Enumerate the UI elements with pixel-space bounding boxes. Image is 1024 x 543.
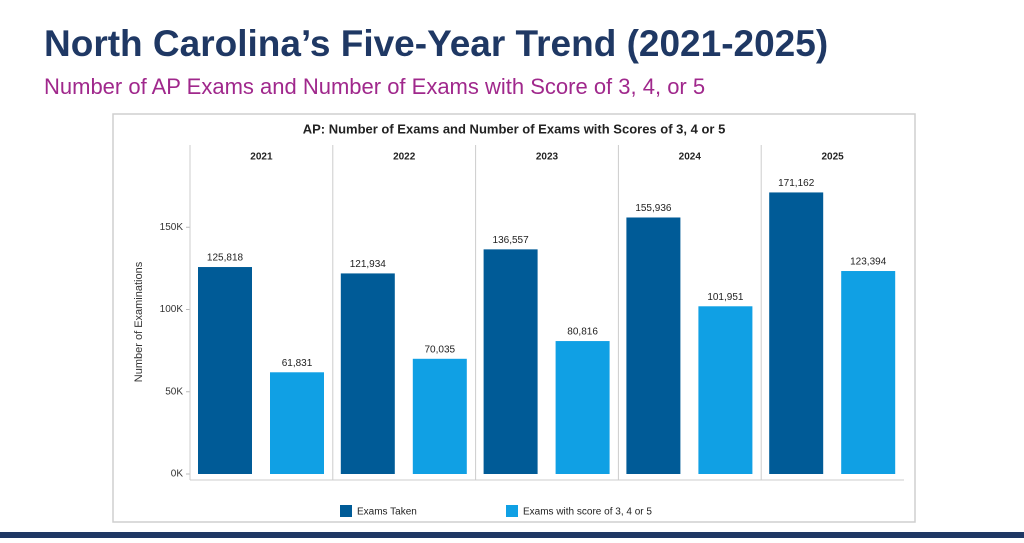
panel-header: 2025 (821, 152, 844, 163)
legend-swatch (340, 505, 352, 517)
panel-header: 2024 (679, 152, 702, 163)
bar (698, 306, 753, 474)
bar (340, 273, 395, 474)
bar (198, 267, 252, 474)
data-label: 123,394 (850, 257, 887, 268)
bar (483, 249, 538, 474)
panel-header: 2022 (393, 152, 416, 163)
data-label: 101,951 (707, 292, 744, 303)
y-axis-label: Number of Examinations (133, 261, 145, 382)
bar (555, 341, 610, 474)
legend-label: Exams Taken (357, 507, 417, 518)
slide-subtitle: Number of AP Exams and Number of Exams w… (44, 74, 705, 99)
panel-header: 2021 (250, 152, 273, 163)
data-label: 70,035 (425, 344, 456, 355)
slide-title: North Carolina’s Five-Year Trend (2021-2… (44, 23, 828, 64)
panel-header: 2023 (536, 152, 559, 163)
data-label: 155,936 (635, 203, 672, 214)
data-label: 171,162 (778, 178, 815, 189)
bar (412, 358, 467, 474)
data-label: 80,816 (567, 327, 598, 338)
chart-title: AP: Number of Exams and Number of Exams … (303, 121, 726, 136)
bar (626, 217, 681, 474)
y-tick-label: 100K (160, 304, 184, 315)
y-tick-label: 150K (160, 222, 184, 233)
data-label: 125,818 (207, 253, 244, 264)
legend-swatch (506, 505, 518, 517)
bar (769, 192, 824, 474)
legend-label: Exams with score of 3, 4 or 5 (523, 507, 652, 518)
y-tick-label: 50K (165, 386, 183, 397)
data-label: 136,557 (493, 235, 530, 246)
bar (841, 271, 896, 474)
y-tick-label: 0K (171, 469, 184, 480)
data-label: 61,831 (282, 358, 313, 369)
bar (270, 372, 324, 474)
data-label: 121,934 (350, 259, 387, 270)
footer-strip (0, 532, 1024, 538)
